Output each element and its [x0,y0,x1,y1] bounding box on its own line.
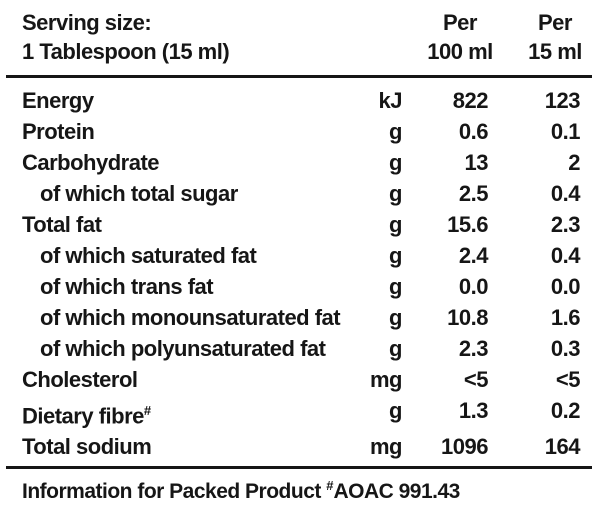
value-per-100ml: 2.3 [458,336,489,361]
value-per-100ml: 13 [464,150,489,175]
table-row: of which trans fat g 0.0 0.0 [22,271,592,302]
serving-size-title: Serving size: [22,10,152,35]
nutrient-name: Protein [22,116,342,147]
value-per-15ml: 0.3 [550,336,581,361]
nutrient-name: of which total sugar [22,178,342,209]
column-header-per-100ml-line2: 100 ml [427,39,493,64]
value-per-15ml: 1.6 [550,305,581,330]
nutrient-table: Energy kJ 822 123 Protein g 0.6 0.1 Carbohydrate… [22,78,592,462]
nutrient-name-text: Energy [22,88,94,113]
nutrient-name: of which saturated fat [22,240,342,271]
table-row: Energy kJ 822 123 [22,85,592,116]
column-header-per-100ml-line1: Per [443,10,477,35]
value-per-15ml: 0.0 [550,274,581,299]
value-per-100ml: 2.5 [458,181,489,206]
nutrient-name-text: Dietary fibre [22,403,144,429]
column-header-per-15ml-line2: 15 ml [528,39,582,64]
nutrient-name-text: Protein [22,119,95,144]
nutrient-unit: mg [370,367,403,392]
value-per-100ml: 0.6 [458,119,489,144]
nutrient-name-text: of which polyunsaturated fat [40,336,326,361]
nutrient-unit: g [389,398,402,423]
nutrient-name-text: of which trans fat [40,274,214,299]
table-row: Protein g 0.6 0.1 [22,116,592,147]
nutrient-unit: g [389,243,402,268]
value-per-100ml: <5 [463,367,489,392]
nutrient-name-text: Carbohydrate [22,150,160,175]
footer-note: Information for Packed Product #AOAC 991… [22,469,592,507]
value-per-15ml: 0.1 [550,119,581,144]
nutrient-unit: mg [370,434,403,460]
nutrient-name-text: of which saturated fat [40,243,257,268]
label-header: Serving size: 1 Tablespoon (15 ml) Per 1… [22,8,592,66]
footnote-marker: # [326,478,334,494]
table-row: Cholesterol mg <5 <5 [22,364,592,395]
column-header-per-15ml: Per 15 ml [502,8,592,66]
table-row: of which monounsaturated fat g 10.8 1.6 [22,302,592,333]
value-per-15ml: 123 [544,88,581,113]
value-per-15ml: <5 [555,367,581,392]
nutrient-unit: g [389,305,402,330]
nutrient-unit: kJ [378,88,403,113]
value-per-15ml: 164 [544,434,581,460]
table-row: Dietary fibre# g 1.3 0.2 [22,395,592,431]
nutrient-name-text: Total fat [22,212,102,237]
value-per-15ml: 0.4 [550,243,581,268]
value-per-100ml: 15.6 [447,212,488,237]
nutrient-name-text: Cholesterol [22,367,138,392]
nutrient-name-text: of which total sugar [40,181,238,206]
nutrient-unit: g [389,274,402,299]
nutrient-name-text: Total sodium [22,434,152,460]
nutrient-name: of which monounsaturated fat [22,302,342,333]
table-row: Total sodium mg 1096 164 [22,431,592,462]
table-row: of which polyunsaturated fat g 2.3 0.3 [22,333,592,364]
footer-note-suffix: AOAC 991.43 [333,480,460,504]
nutrient-name: Total sodium [22,431,342,462]
table-row: of which saturated fat g 2.4 0.4 [22,240,592,271]
footnote-marker: # [143,403,152,418]
nutrient-unit: g [389,150,402,175]
nutrient-name: Cholesterol [22,364,342,395]
nutrient-unit: g [389,336,402,361]
column-header-per-15ml-line1: Per [538,10,572,35]
nutrient-unit: g [389,181,402,206]
value-per-100ml: 10.8 [447,305,488,330]
column-header-per-100ml: Per 100 ml [402,8,502,66]
footer-divider [6,466,592,470]
value-per-15ml: 2 [568,150,580,175]
value-per-100ml: 1096 [441,434,488,460]
serving-size: Serving size: 1 Tablespoon (15 ml) [22,8,402,66]
table-row: Total fat g 15.6 2.3 [22,209,592,240]
footer-note-prefix: Information for Packed Product [22,480,327,504]
table-row: of which total sugar g 2.5 0.4 [22,178,592,209]
nutrient-name: of which polyunsaturated fat [22,333,342,364]
serving-size-amount: 1 Tablespoon (15 ml) [22,39,230,64]
value-per-15ml: 0.2 [550,398,581,423]
nutrient-name: Total fat [22,209,342,240]
value-per-15ml: 2.3 [550,212,581,237]
header-divider [6,75,592,78]
value-per-15ml: 0.4 [550,181,581,206]
value-per-100ml: 822 [452,88,489,113]
nutrient-name: Carbohydrate [22,147,342,178]
nutrient-name: Dietary fibre# [22,395,342,431]
nutrient-name: of which trans fat [22,271,342,302]
nutrient-name: Energy [22,85,342,116]
nutrient-unit: g [389,119,402,144]
value-per-100ml: 2.4 [458,243,489,268]
value-per-100ml: 1.3 [458,398,489,423]
table-row: Carbohydrate g 13 2 [22,147,592,178]
nutrient-unit: g [389,212,402,237]
value-per-100ml: 0.0 [458,274,489,299]
nutrient-name-text: of which monounsaturated fat [40,305,341,330]
